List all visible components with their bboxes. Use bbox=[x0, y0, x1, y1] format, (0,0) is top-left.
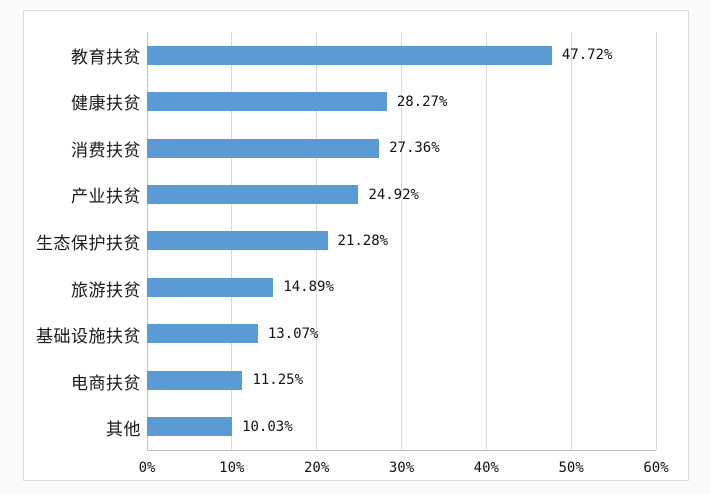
category-axis: 教育扶贫健康扶贫消费扶贫产业扶贫生态保护扶贫旅游扶贫基础设施扶贫电商扶贫其他 bbox=[30, 32, 141, 451]
x-axis: 0% 10% 20% 30% 40% 50% 60% bbox=[139, 451, 669, 479]
category-label: 生态保护扶贫 bbox=[36, 234, 141, 255]
bar bbox=[147, 370, 243, 390]
value-label: 14.89% bbox=[283, 279, 334, 296]
bar-row: 47.72% bbox=[147, 32, 656, 78]
bar bbox=[147, 92, 387, 112]
x-tick-label: 40% bbox=[473, 460, 499, 476]
bar-row: 11.25% bbox=[147, 357, 656, 403]
gridline bbox=[655, 32, 657, 450]
bar bbox=[147, 45, 552, 65]
category-label: 基础设施扶贫 bbox=[36, 327, 141, 348]
category-label: 旅游扶贫 bbox=[71, 280, 141, 301]
bar bbox=[147, 277, 274, 297]
value-label: 47.72% bbox=[561, 47, 613, 64]
bar-row: 28.27% bbox=[147, 78, 656, 124]
category-label: 产业扶贫 bbox=[71, 187, 141, 208]
x-tick-label: 50% bbox=[558, 460, 584, 476]
bar bbox=[147, 324, 258, 344]
bar-row: 24.92% bbox=[147, 171, 656, 217]
bar-row: 21.28% bbox=[147, 218, 656, 264]
bar-row: 10.03% bbox=[147, 404, 656, 450]
value-label: 27.36% bbox=[389, 140, 440, 157]
value-label: 28.27% bbox=[396, 93, 448, 110]
bar-row: 13.07% bbox=[147, 311, 656, 357]
x-tick-label: 0% bbox=[138, 460, 156, 476]
plot-area: 47.72% 28.27% 27.36% 24.92% 21.28% 14.89% 13.0… bbox=[146, 32, 657, 451]
value-label: 21.28% bbox=[337, 232, 389, 249]
value-label: 10.03% bbox=[242, 418, 293, 435]
bar-row: 14.89% bbox=[147, 264, 656, 310]
x-tick-label: 20% bbox=[304, 460, 330, 476]
bar bbox=[147, 231, 328, 251]
bar-row: 27.36% bbox=[147, 125, 656, 171]
gridline bbox=[570, 32, 572, 450]
category-label: 消费扶贫 bbox=[71, 140, 141, 161]
x-tick-label: 60% bbox=[643, 460, 669, 476]
value-label: 24.92% bbox=[368, 186, 419, 203]
bar bbox=[147, 417, 233, 437]
category-label: 其他 bbox=[106, 420, 141, 441]
chart-frame: 教育扶贫健康扶贫消费扶贫产业扶贫生态保护扶贫旅游扶贫基础设施扶贫电商扶贫其他 4… bbox=[23, 10, 689, 481]
bar-rows: 47.72% 28.27% 27.36% 24.92% 21.28% 14.89% 13.0… bbox=[147, 32, 656, 450]
gridline bbox=[485, 32, 487, 450]
category-label: 健康扶贫 bbox=[71, 94, 141, 115]
bar bbox=[147, 138, 380, 158]
value-label: 13.07% bbox=[267, 325, 319, 342]
x-tick-label: 30% bbox=[388, 460, 415, 476]
category-label: 电商扶贫 bbox=[71, 373, 141, 394]
bar bbox=[147, 185, 359, 205]
gridline bbox=[401, 32, 402, 450]
x-tick-label: 10% bbox=[219, 460, 245, 476]
category-label: 教育扶贫 bbox=[71, 47, 141, 68]
value-label: 11.25% bbox=[252, 372, 304, 389]
